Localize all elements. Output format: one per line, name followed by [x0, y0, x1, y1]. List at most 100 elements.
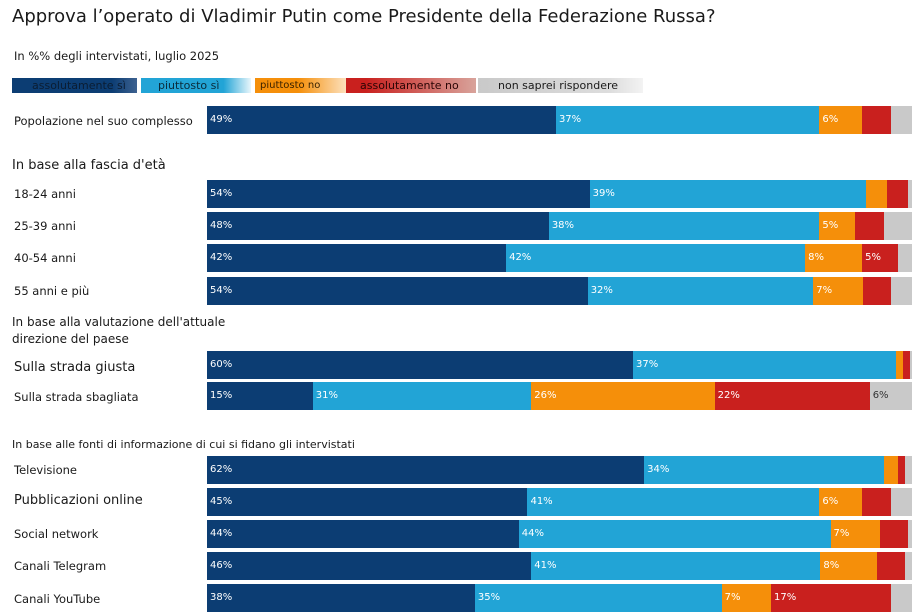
- seg-piuttosto-si: [531, 552, 821, 580]
- seg-piuttosto-no: [819, 106, 863, 134]
- seg-assolutamente-si: [207, 552, 532, 580]
- bar-row: 38% 35% 7% 17%: [207, 584, 912, 612]
- bar-row: 42% 42% 8% 5%: [207, 244, 912, 272]
- seg-assolutamente-si: [207, 584, 475, 612]
- seg-non-saprei: [904, 552, 912, 580]
- seg-piuttosto-si: [518, 520, 831, 548]
- seg-assolutamente-si: [207, 351, 633, 379]
- seg-piuttosto-si: [312, 382, 532, 410]
- seg-non-saprei: [909, 351, 912, 379]
- seg-piuttosto-si: [589, 180, 866, 208]
- legend-item-piuttosto-no: piuttosto no: [255, 78, 351, 93]
- row-label: Canali YouTube: [14, 592, 101, 606]
- seg-assolutamente-si: [207, 180, 590, 208]
- chart-title: Approva l’operato di Vladimir Putin come…: [12, 6, 716, 27]
- bar-row: 45% 41% 6%: [207, 488, 912, 516]
- seg-assolutamente-no: [855, 212, 884, 240]
- seg-assolutamente-no: [887, 180, 909, 208]
- seg-non-saprei: [869, 382, 912, 410]
- legend-label: non saprei rispondere: [498, 79, 619, 92]
- seg-assolutamente-si: [207, 456, 645, 484]
- bar-row: 44% 44% 7%: [207, 520, 912, 548]
- seg-assolutamente-no: [902, 351, 910, 379]
- seg-assolutamente-no: [771, 584, 891, 612]
- seg-non-saprei: [908, 180, 912, 208]
- seg-piuttosto-si: [506, 244, 806, 272]
- bar-row: 15% 31% 26% 22% 6%: [207, 382, 912, 410]
- seg-assolutamente-si: [207, 520, 519, 548]
- seg-piuttosto-no: [721, 584, 771, 612]
- seg-non-saprei: [883, 212, 912, 240]
- row-label: 18-24 anni: [14, 187, 76, 201]
- bar-row: 54% 39%: [207, 180, 912, 208]
- seg-assolutamente-si: [207, 382, 313, 410]
- legend-item-non-saprei: non saprei rispondere: [478, 78, 643, 93]
- seg-piuttosto-si: [555, 106, 820, 134]
- seg-piuttosto-si: [587, 277, 814, 305]
- bar-row: 48% 38% 5%: [207, 212, 912, 240]
- row-label: Pubblicazioni online: [14, 493, 143, 508]
- seg-piuttosto-no: [813, 277, 863, 305]
- seg-piuttosto-si: [527, 488, 820, 516]
- seg-assolutamente-si: [207, 488, 528, 516]
- legend-label: assolutamente sì: [32, 79, 126, 92]
- row-label: Televisione: [14, 463, 78, 477]
- legend-item-assolutamente-si: assolutamente sì: [12, 78, 137, 93]
- row-label: 55 anni e più: [14, 284, 90, 298]
- seg-non-saprei: [890, 277, 912, 305]
- legend-item-piuttosto-si: piuttosto sì: [141, 78, 251, 93]
- seg-assolutamente-no: [862, 488, 891, 516]
- seg-assolutamente-no: [862, 244, 898, 272]
- row-label: Sulla strada giusta: [14, 360, 136, 375]
- row-label: 40-54 anni: [14, 251, 76, 265]
- section-heading-sources: In base alle fonti di informazione di cu…: [12, 438, 355, 451]
- seg-assolutamente-no: [714, 382, 870, 410]
- row-label: Social network: [14, 527, 99, 541]
- seg-piuttosto-no: [895, 351, 903, 379]
- seg-assolutamente-si: [207, 244, 507, 272]
- seg-piuttosto-si: [632, 351, 896, 379]
- seg-non-saprei: [890, 106, 912, 134]
- seg-non-saprei: [890, 584, 912, 612]
- legend-label: assolutamente no: [360, 79, 459, 92]
- seg-assolutamente-si: [207, 106, 556, 134]
- seg-piuttosto-no: [819, 488, 863, 516]
- bar-row: 60% 37%: [207, 351, 912, 379]
- bar-row: 49% 37% 6%: [207, 106, 912, 134]
- seg-assolutamente-no: [862, 106, 891, 134]
- legend: assolutamente sì piuttosto sì piuttosto …: [12, 78, 912, 93]
- seg-non-saprei: [890, 488, 912, 516]
- seg-piuttosto-no: [883, 456, 898, 484]
- bar-row: 54% 32% 7%: [207, 277, 912, 305]
- seg-assolutamente-no: [876, 552, 905, 580]
- seg-piuttosto-no: [865, 180, 888, 208]
- seg-piuttosto-si: [474, 584, 722, 612]
- seg-assolutamente-si: [207, 277, 588, 305]
- seg-non-saprei: [908, 520, 912, 548]
- chart-subtitle: In %% degli intervistati, luglio 2025: [14, 49, 220, 63]
- seg-piuttosto-no: [819, 212, 856, 240]
- seg-piuttosto-no: [820, 552, 877, 580]
- seg-piuttosto-no: [830, 520, 881, 548]
- row-label: Popolazione nel suo complesso: [14, 114, 193, 128]
- seg-non-saprei: [904, 456, 912, 484]
- row-label: Canali Telegram: [14, 559, 107, 573]
- seg-piuttosto-no: [531, 382, 715, 410]
- seg-assolutamente-no: [880, 520, 909, 548]
- seg-assolutamente-no: [862, 277, 891, 305]
- seg-piuttosto-si: [548, 212, 820, 240]
- section-heading-age: In base alla fascia d'età: [12, 158, 166, 173]
- seg-piuttosto-no: [805, 244, 863, 272]
- bar-row: 62% 34%: [207, 456, 912, 484]
- legend-item-assolutamente-no: assolutamente no: [346, 78, 476, 93]
- seg-piuttosto-si: [644, 456, 884, 484]
- section-heading-direction: In base alla valutazione dell'attuale di…: [12, 315, 226, 346]
- seg-assolutamente-no: [897, 456, 905, 484]
- seg-assolutamente-si: [207, 212, 549, 240]
- legend-label: piuttosto sì: [158, 79, 220, 92]
- row-label: Sulla strada sbagliata: [14, 390, 139, 404]
- legend-label: piuttosto no: [260, 80, 321, 91]
- row-label: 25-39 anni: [14, 219, 76, 233]
- seg-non-saprei: [897, 244, 912, 272]
- bar-row: 46% 41% 8%: [207, 552, 912, 580]
